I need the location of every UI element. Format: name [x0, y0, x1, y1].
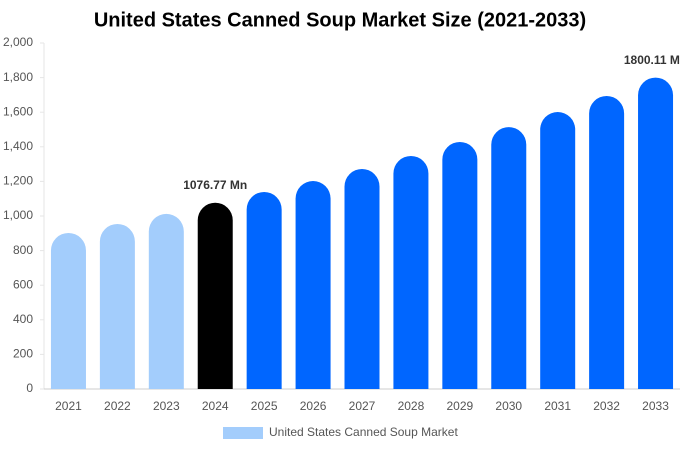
- value-label: 1076.77 Mn: [183, 178, 247, 192]
- bar: [148, 213, 184, 389]
- y-tick-label: 400: [13, 312, 33, 326]
- bar: [50, 232, 86, 389]
- legend-label: United States Canned Soup Market: [269, 425, 458, 439]
- x-tick-label: 2024: [202, 399, 229, 413]
- y-tick-label: 1,800: [3, 70, 33, 84]
- x-tick-label: 2030: [495, 399, 522, 413]
- x-tick-label: 2025: [251, 399, 278, 413]
- y-tick-label: 1,000: [3, 208, 33, 222]
- x-tick-label: 2029: [446, 399, 473, 413]
- x-tick-label: 2022: [104, 399, 131, 413]
- bar: [295, 181, 331, 389]
- y-tick-label: 1,600: [3, 104, 33, 118]
- x-tick-label: 2033: [642, 399, 669, 413]
- x-tick-label: 2023: [153, 399, 180, 413]
- x-tick-label: 2021: [55, 399, 82, 413]
- bar: [197, 202, 233, 389]
- y-tick-label: 1,400: [3, 139, 33, 153]
- chart-title: United States Canned Soup Market Size (2…: [94, 9, 586, 31]
- y-tick-label: 200: [13, 347, 33, 361]
- bar: [99, 223, 135, 389]
- value-label: 1800.11 Mn: [624, 53, 680, 67]
- y-tick-label: 1,200: [3, 174, 33, 188]
- bar: [589, 95, 625, 390]
- x-tick-label: 2032: [593, 399, 620, 413]
- bar: [442, 141, 478, 389]
- y-tick-label: 600: [13, 277, 33, 291]
- legend-swatch: [223, 427, 263, 439]
- y-tick-label: 0: [26, 381, 33, 395]
- bar: [540, 112, 576, 390]
- x-tick-label: 2031: [544, 399, 571, 413]
- y-tick-label: 800: [13, 243, 33, 257]
- bar: [393, 155, 429, 389]
- x-tick-label: 2026: [300, 399, 327, 413]
- bar: [638, 77, 674, 390]
- bar: [344, 168, 380, 389]
- x-tick-label: 2027: [349, 399, 376, 413]
- y-tick-label: 2,000: [3, 35, 33, 49]
- bar: [491, 127, 527, 390]
- bar: [246, 191, 282, 389]
- x-tick-label: 2028: [398, 399, 425, 413]
